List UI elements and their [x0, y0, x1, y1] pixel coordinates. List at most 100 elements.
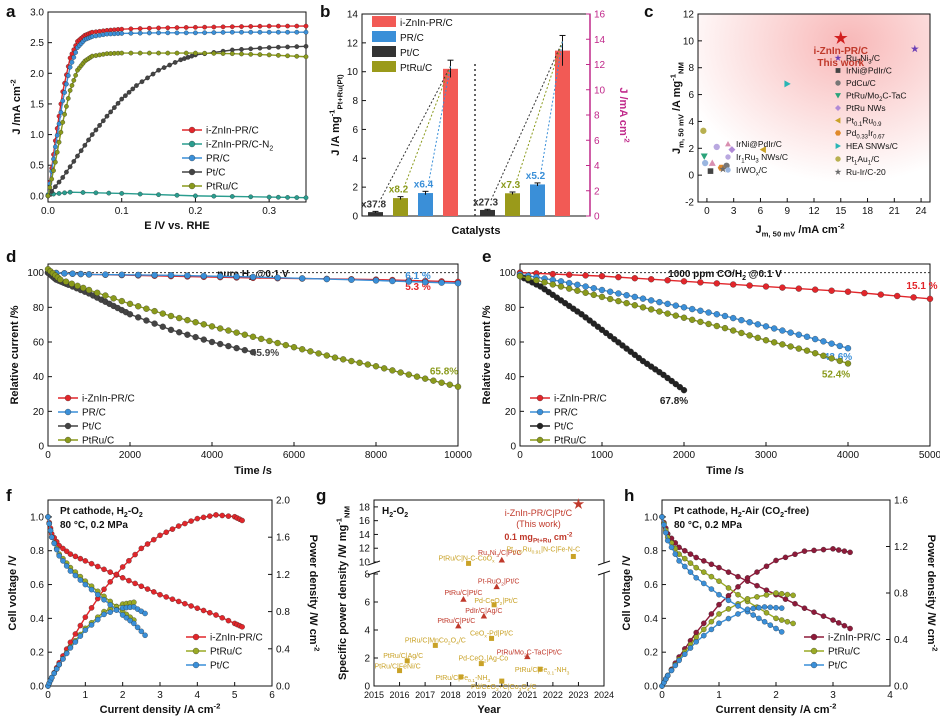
panel-c-legend-marker — [835, 117, 841, 124]
panel-a-series-0-marker — [266, 23, 272, 29]
panel-e-series-1-marker — [803, 333, 811, 340]
panel-a-series-1-legend-label: i-ZnIn-PR/C-N2 — [206, 140, 273, 153]
panel-d-series-3-marker — [85, 286, 93, 294]
panel-d-y-tick-label: 20 — [33, 407, 45, 418]
panel-a-series-1-marker — [80, 190, 86, 195]
panel-d-ylabel: Relative current /% — [9, 305, 21, 404]
panel-d-series-1-marker — [151, 271, 158, 279]
panel-g-y-tick-label: 4 — [364, 626, 370, 637]
panel-h-power-0-marker — [754, 569, 760, 575]
panel-d-series-1-marker — [77, 270, 84, 278]
panel-e-series-2-legend-label: Pt/C — [554, 422, 573, 433]
panel-a-series-3-marker — [56, 179, 62, 185]
panel-a-series-2-marker — [64, 81, 69, 87]
panel-d-series-3-marker — [381, 365, 388, 372]
panel-d-series-3-line — [47, 268, 459, 388]
panel-h-voltage-1-marker — [725, 585, 732, 591]
panel-f-power-0-marker — [219, 512, 225, 519]
panel-h-yright-tick-label: 0.4 — [894, 635, 908, 646]
panel-g-point-5 — [491, 602, 497, 608]
panel-f-voltage-2-marker — [101, 597, 107, 603]
panel-b-bar — [505, 193, 520, 216]
panel-d-series-2-marker — [159, 323, 166, 330]
panel-b-factor-line — [490, 41, 563, 202]
panel-a-series-4-marker — [58, 129, 64, 135]
panel-c-legend-label: Ru7Ni3/C — [846, 53, 880, 66]
panel-d-series-3-marker — [102, 292, 109, 299]
panel-letter-h: h — [624, 486, 634, 505]
panel-f-voltage-0-marker — [169, 596, 176, 602]
panel-g-y-tick-label: 0 — [364, 682, 370, 693]
panel-h-voltage-2-marker — [661, 522, 667, 528]
panel-f-power-0-marker — [77, 622, 84, 629]
panel-h-voltage-2-marker — [773, 625, 779, 632]
panel-a-series-3-marker — [134, 83, 139, 88]
panel-h-voltage-2-marker — [701, 580, 707, 587]
panel-a-series-2-marker — [71, 55, 77, 60]
panel-f-power-1-marker — [131, 599, 137, 606]
panel-h-power-2-marker — [668, 667, 675, 674]
panel-e-end-label: 15.1 % — [906, 281, 937, 292]
panel-e-series-1-marker — [598, 286, 606, 294]
panel-g-point-label: PtRu/C|MnCo2O4/C — [405, 637, 466, 646]
panel-a-series-2-marker — [276, 29, 281, 35]
panel-f-power-2-marker — [107, 609, 113, 615]
panel-f-power-2-marker — [142, 610, 148, 617]
panel-h-power-0-marker — [841, 548, 848, 554]
panel-f-note1: Pt cathode, H2-O2 — [60, 506, 143, 519]
panel-e-series-0-marker — [844, 288, 852, 295]
panel-f-voltage-0-marker — [82, 558, 89, 564]
panel-h-voltage-2-marker — [708, 586, 715, 592]
panel-f-voltage-0-marker — [182, 600, 188, 607]
panel-e-series-3-marker — [689, 316, 696, 323]
panel-a-series-1-legend-marker — [188, 140, 196, 148]
panel-d-y-tick-label: 100 — [27, 268, 44, 279]
panel-d-series-3-marker — [331, 354, 339, 361]
panel-g-point-15 — [458, 674, 464, 680]
panel-f-x-tick-label: 2 — [120, 690, 126, 701]
panel-d-x-tick-label: 4000 — [201, 450, 224, 461]
panel-d-series-2-marker — [135, 314, 142, 321]
panel-e-series-3-marker — [648, 306, 655, 313]
panel-d-series-3-marker — [397, 369, 404, 376]
panel-a-series-1-marker — [174, 192, 180, 198]
panel-h-voltage-2-marker — [676, 558, 682, 564]
panel-h-power-2-marker — [708, 626, 715, 633]
panel-h-voltage-2-marker — [663, 529, 669, 536]
panel-g-point-12 — [478, 661, 484, 667]
panel-g-axis-break-mark — [367, 560, 381, 566]
panel-d-x-tick-label: 8000 — [365, 450, 388, 461]
panel-a-x-tick-label: 0.0 — [41, 206, 55, 217]
panel-f-yright-tick-label: 0.4 — [276, 644, 290, 655]
panel-a-series-4-marker — [147, 50, 152, 56]
panel-f-power-0-marker — [151, 536, 157, 543]
panel-a-series-3-marker — [78, 148, 84, 154]
panel-a-series-2-marker — [229, 29, 235, 35]
panel-g-point-3 — [493, 583, 500, 590]
panel-e-y-tick-label: 40 — [505, 372, 517, 383]
panel-h-power-2-marker — [676, 657, 682, 664]
panel-c-legend-marker — [835, 143, 841, 149]
panel-c-legend-marker — [835, 156, 841, 162]
panel-f-power-2-marker — [77, 633, 84, 639]
panel-a-frame — [47, 11, 307, 203]
panel-b-yright-tick-label: 14 — [594, 35, 606, 46]
panel-h-power-2-marker — [767, 604, 774, 611]
panel-a-series-0-legend-marker — [188, 126, 196, 134]
panel-f-power-0-marker — [138, 545, 145, 552]
panel-d-series-0-legend-label: i-ZnIn-PR/C — [82, 394, 135, 405]
panel-h-note1: Pt cathode, H2-Air (CO2-free) — [674, 506, 809, 519]
panel-f-power-0-marker — [225, 513, 232, 519]
panel-c-legend-label: Pt1Au1/C — [846, 154, 880, 167]
panel-a-series-2-marker — [248, 29, 254, 35]
panel-g-point-label: PtRu/C|Pt/C — [444, 590, 482, 597]
panel-g-y-tick-label: 14 — [359, 530, 371, 541]
panel-c-legend-marker — [725, 141, 731, 147]
panel-a-series-0-marker — [137, 26, 143, 31]
panel-f-yleft-tick-label: 0.8 — [30, 546, 44, 557]
panel-d-series-1-marker — [217, 273, 224, 280]
panel-g-point-11 — [404, 658, 410, 664]
panel-d-series-2-marker — [200, 336, 207, 343]
panel-d-series-1-marker — [69, 270, 76, 277]
panel-g-highlight-label: i-ZnIn-PR/C|Pt/C — [505, 508, 573, 518]
